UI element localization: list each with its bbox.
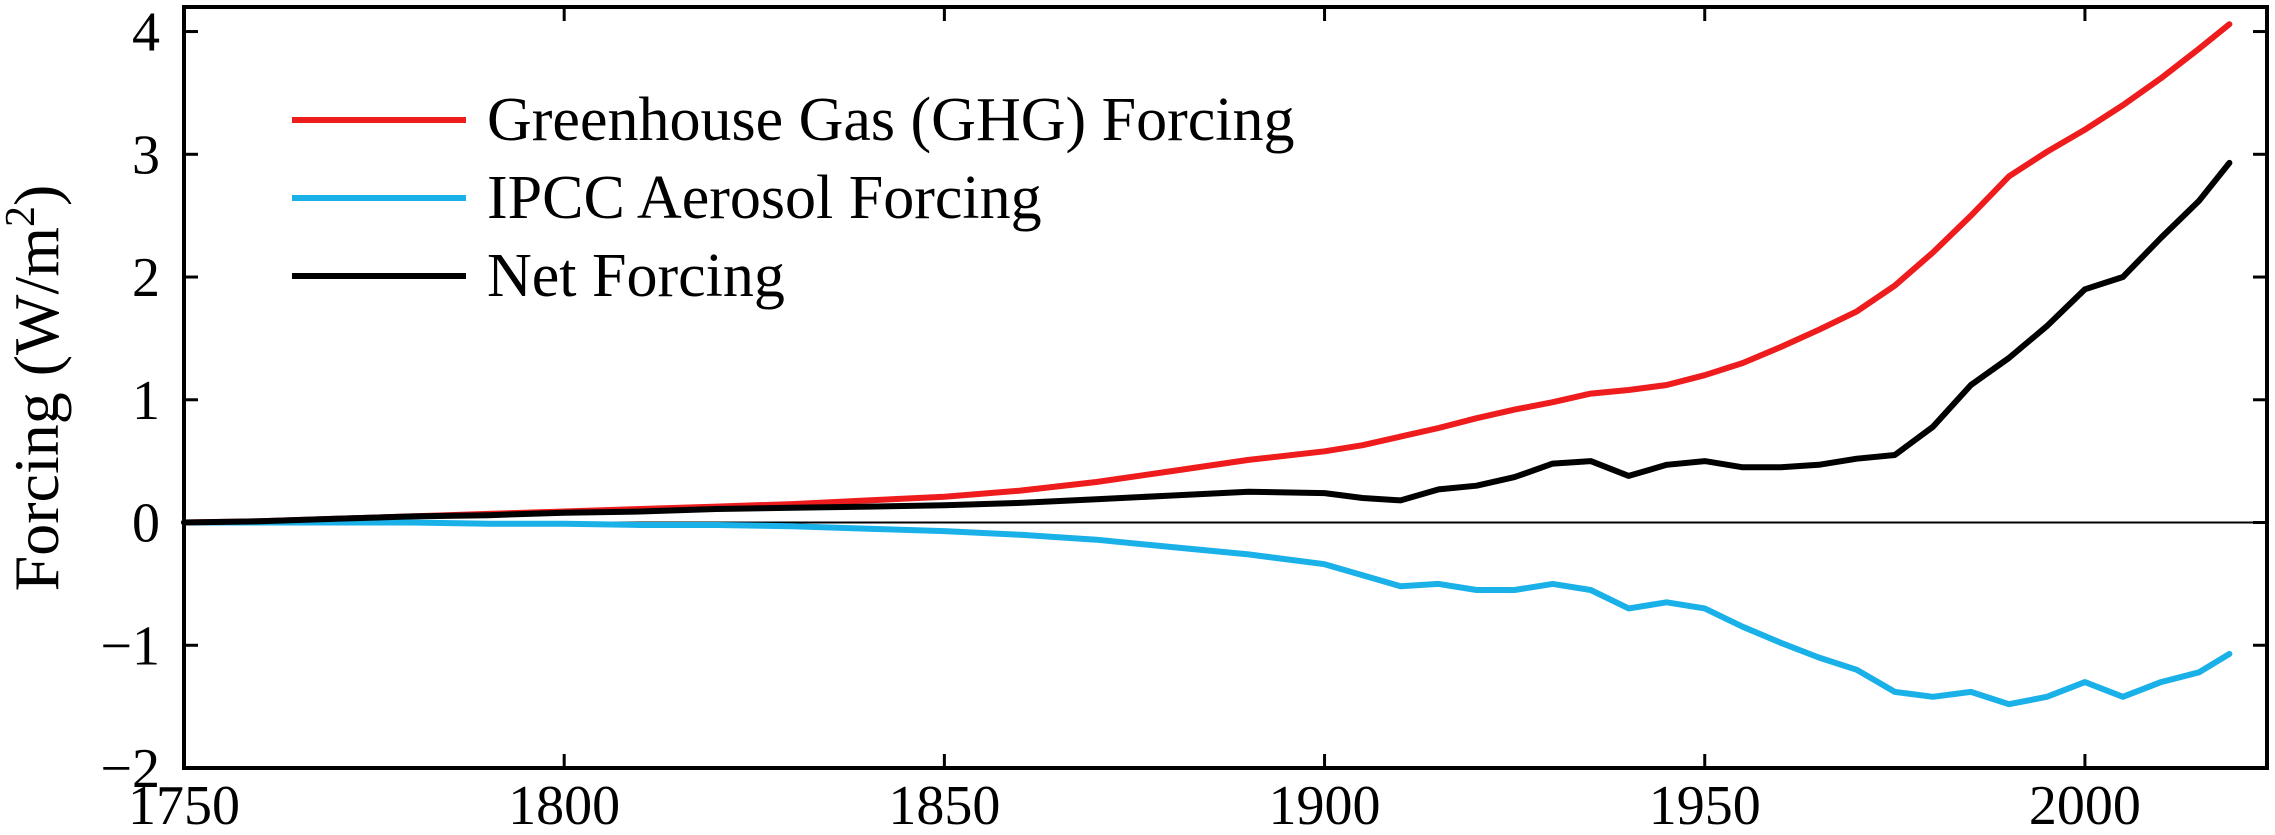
x-tick-label: 1950	[1649, 775, 1761, 835]
y-tick-label: −1	[100, 615, 160, 677]
legend-label-2: Net Forcing	[487, 242, 785, 310]
y-tick-label: 0	[132, 493, 160, 555]
x-tick-label: 1800	[508, 775, 620, 835]
y-tick-label: −2	[100, 738, 160, 800]
y-tick-label: 3	[132, 124, 160, 186]
x-tick-label: 2000	[2029, 775, 2141, 835]
x-tick-label: 1900	[1269, 775, 1381, 835]
series-line-1	[181, 519, 2233, 708]
y-axis-title-close: )	[1, 185, 72, 206]
x-tick-label: 1750	[128, 775, 240, 835]
y-axis-title-superscript: 2	[0, 206, 44, 227]
y-axis-title: Forcing (W/m2)	[0, 185, 72, 592]
legend-label-0: Greenhouse Gas (GHG) Forcing	[487, 86, 1295, 154]
series-line-2	[181, 159, 2233, 526]
y-tick-label: 1	[132, 370, 160, 432]
legend-label-1: IPCC Aerosol Forcing	[487, 164, 1042, 232]
x-tick-label: 1850	[888, 775, 1000, 835]
y-tick-label: 2	[132, 247, 160, 309]
y-tick-label: 4	[132, 2, 160, 64]
y-axis-title-main: Forcing (W/m	[1, 227, 72, 591]
plot-frame	[182, 5, 2269, 770]
